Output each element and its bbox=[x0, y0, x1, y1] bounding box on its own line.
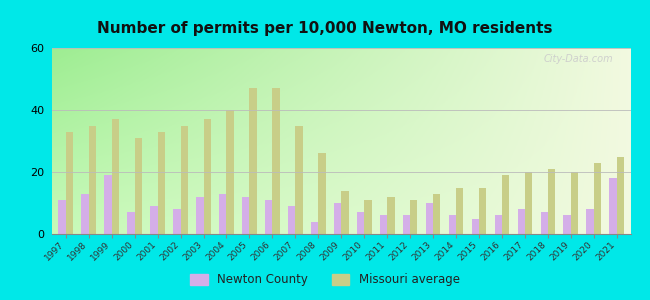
Bar bbox=[295, 125, 303, 234]
Bar bbox=[456, 188, 463, 234]
Bar bbox=[403, 215, 410, 234]
Bar bbox=[541, 212, 548, 234]
Bar bbox=[617, 157, 624, 234]
Bar bbox=[66, 132, 73, 234]
Bar bbox=[380, 215, 387, 234]
Bar bbox=[571, 172, 578, 234]
Bar bbox=[564, 215, 571, 234]
Bar bbox=[288, 206, 295, 234]
Bar bbox=[593, 163, 601, 234]
Bar bbox=[58, 200, 66, 234]
Bar bbox=[250, 88, 257, 234]
Bar bbox=[196, 197, 203, 234]
Bar bbox=[517, 209, 525, 234]
Bar bbox=[272, 88, 280, 234]
Bar bbox=[410, 200, 417, 234]
Bar bbox=[318, 153, 326, 234]
Text: Number of permits per 10,000 Newton, MO residents: Number of permits per 10,000 Newton, MO … bbox=[98, 21, 552, 36]
Bar bbox=[479, 188, 486, 234]
Bar bbox=[89, 125, 96, 234]
Bar bbox=[173, 209, 181, 234]
Bar bbox=[387, 197, 395, 234]
Bar bbox=[341, 190, 348, 234]
Bar bbox=[112, 119, 119, 234]
Bar bbox=[105, 175, 112, 234]
Bar bbox=[502, 175, 510, 234]
Bar bbox=[265, 200, 272, 234]
Bar bbox=[364, 200, 372, 234]
Bar bbox=[426, 203, 433, 234]
Bar bbox=[311, 222, 318, 234]
Bar bbox=[181, 125, 188, 234]
Bar bbox=[586, 209, 593, 234]
Bar bbox=[242, 197, 250, 234]
Bar bbox=[226, 110, 234, 234]
Bar bbox=[525, 172, 532, 234]
Bar bbox=[150, 206, 157, 234]
Bar bbox=[135, 138, 142, 234]
Bar bbox=[203, 119, 211, 234]
Bar bbox=[127, 212, 135, 234]
Bar bbox=[357, 212, 364, 234]
Bar bbox=[219, 194, 226, 234]
Bar bbox=[334, 203, 341, 234]
Legend: Newton County, Missouri average: Newton County, Missouri average bbox=[185, 269, 465, 291]
Bar bbox=[495, 215, 502, 234]
Bar bbox=[610, 178, 617, 234]
Bar bbox=[81, 194, 89, 234]
Text: City-Data.com: City-Data.com bbox=[543, 54, 613, 64]
Bar bbox=[448, 215, 456, 234]
Bar bbox=[472, 218, 479, 234]
Bar bbox=[548, 169, 555, 234]
Bar bbox=[157, 132, 165, 234]
Bar bbox=[433, 194, 441, 234]
